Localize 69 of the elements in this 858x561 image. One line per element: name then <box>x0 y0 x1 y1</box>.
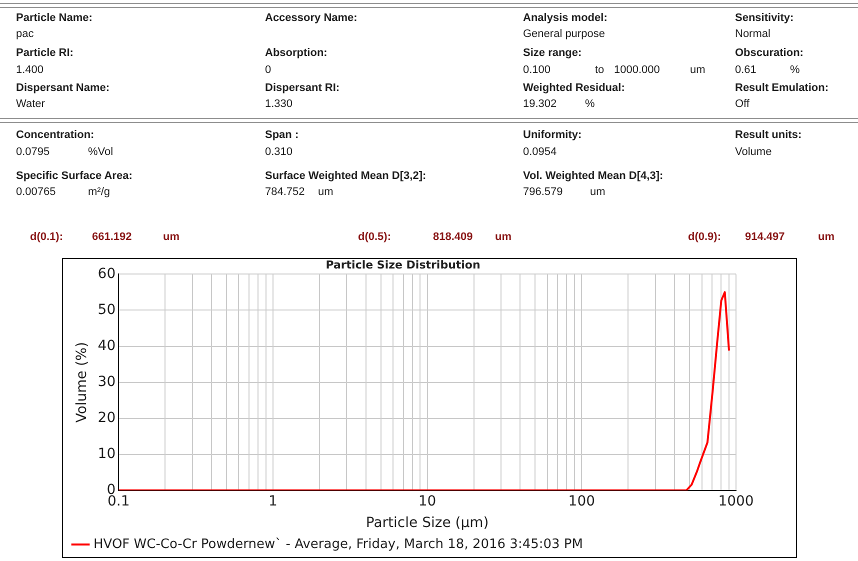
text: Accessory Name: <box>265 12 358 25</box>
text: Uniformity: <box>523 129 582 142</box>
text: 19.302 <box>523 98 557 111</box>
text: 1.330 <box>265 98 293 111</box>
text: Particle Name: <box>16 12 92 25</box>
text: d(0.1): <box>30 231 63 244</box>
text: um <box>318 186 334 199</box>
text: um <box>690 64 706 77</box>
text: 0.0795 <box>16 146 50 159</box>
text: um <box>495 231 512 244</box>
text: pac <box>16 28 34 41</box>
text: Weighted Residual: <box>523 82 625 95</box>
text: Dispersant RI: <box>265 82 340 95</box>
y-tick-label: 20 <box>98 410 116 426</box>
text: 0.61 <box>735 64 756 77</box>
text: % <box>585 98 595 111</box>
text: Water <box>16 98 45 111</box>
text: Absorption: <box>265 47 328 60</box>
y-tick-label: 10 <box>98 446 116 462</box>
y-tick-label: 30 <box>98 374 116 390</box>
text: Analysis model: <box>523 12 608 25</box>
text: General purpose <box>523 28 605 41</box>
text: Obscuration: <box>735 47 804 60</box>
y-axis-title: Volume (%) <box>74 342 90 423</box>
text: Sensitivity: <box>735 12 794 25</box>
text: 1000.000 <box>614 64 660 77</box>
chart-title: Particle Size Distribution <box>326 258 480 272</box>
text: 914.497 <box>745 231 785 244</box>
text: 0.100 <box>523 64 551 77</box>
x-axis-title: Particle Size (μm) <box>366 515 489 532</box>
text: d(0.5): <box>358 231 391 244</box>
text: m²/g <box>88 186 110 199</box>
text: Result units: <box>735 129 802 142</box>
text: 818.409 <box>433 231 473 244</box>
text: Off <box>735 98 750 111</box>
legend-label: HVOF WC-Co-Cr Powdernew` - Average, Friday, March 18, 2016 3:45:03 PM <box>94 536 583 552</box>
text: % <box>790 64 800 77</box>
text: d(0.9): <box>688 231 721 244</box>
x-tick-label: 10 <box>418 493 436 510</box>
text: um <box>163 231 180 244</box>
text: um <box>590 186 606 199</box>
y-tick-label: 60 <box>98 266 116 282</box>
text: 0.310 <box>265 146 293 159</box>
x-tick-label: 100 <box>568 493 596 510</box>
text: Span : <box>265 129 299 142</box>
text: Normal <box>735 28 770 41</box>
text: Size range: <box>523 47 582 60</box>
text: 661.192 <box>92 231 132 244</box>
x-tick-label: 1 <box>268 493 278 510</box>
x-tick-label: 1000 <box>718 493 754 510</box>
text: Concentration: <box>16 129 94 142</box>
text: to <box>595 64 604 77</box>
text: 0.00765 <box>16 186 56 199</box>
text: Dispersant Name: <box>16 82 110 95</box>
text: Volume <box>735 146 772 159</box>
y-tick-label: 50 <box>98 302 116 318</box>
text: Surface Weighted Mean D[3,2]: <box>265 170 426 183</box>
text: um <box>818 231 834 244</box>
text: 1.400 <box>16 64 44 77</box>
text: 796.579 <box>523 186 563 199</box>
y-tick-label: 40 <box>98 338 116 354</box>
text: Specific Surface Area: <box>16 170 132 183</box>
text: Particle RI: <box>16 47 74 60</box>
text: Vol. Weighted Mean D[4,3]: <box>523 170 664 183</box>
text: %Vol <box>88 146 114 159</box>
text: Result Emulation: <box>735 82 829 95</box>
text: 0 <box>265 64 272 77</box>
text: 0.0954 <box>523 146 557 159</box>
text: 784.752 <box>265 186 305 199</box>
